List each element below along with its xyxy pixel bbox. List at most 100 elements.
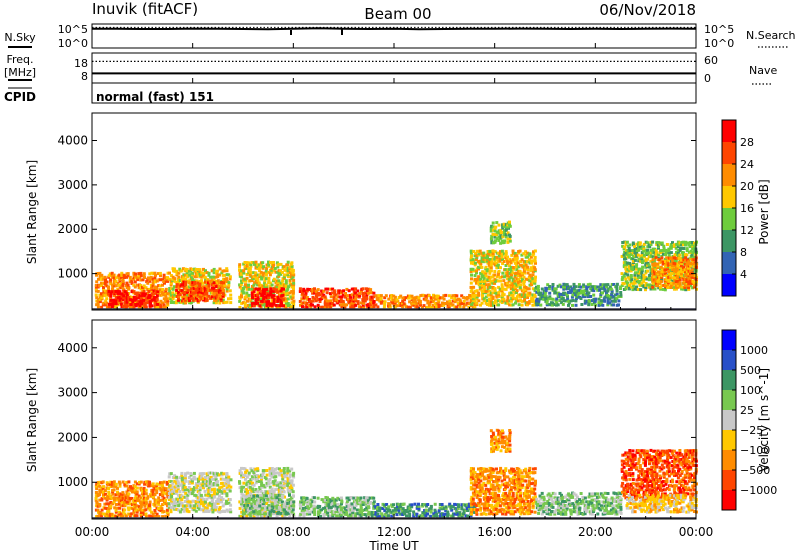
velocity-cell: [222, 484, 226, 488]
power-cell: [612, 283, 616, 286]
velocity-cell: [249, 498, 253, 502]
power-cell: [470, 254, 473, 258]
velocity-cell: [190, 492, 194, 496]
power-cell: [103, 289, 107, 293]
power-cell: [507, 267, 511, 271]
power-colorbar-tick-label: 8: [740, 246, 747, 259]
power-cell: [491, 249, 495, 253]
power-cell: [220, 295, 223, 299]
power-cell: [526, 271, 530, 275]
power-cell: [501, 231, 505, 234]
power-cell: [599, 283, 603, 287]
power-cell: [503, 231, 506, 235]
power-cell: [125, 281, 129, 285]
velocity-cell: [256, 512, 260, 516]
velocity-cell: [260, 485, 264, 489]
power-cell: [500, 285, 504, 289]
velocity-cell: [195, 487, 199, 491]
velocity-cell: [127, 492, 131, 496]
power-cell: [275, 279, 279, 283]
power-cell: [401, 301, 404, 305]
power-cell: [494, 239, 497, 243]
power-cell: [692, 249, 696, 253]
power-cell: [661, 260, 665, 264]
power-cell: [648, 265, 651, 269]
velocity-cell: [242, 473, 246, 477]
power-cell: [450, 296, 454, 299]
power-cell: [286, 275, 290, 279]
velocity-cell: [214, 483, 218, 487]
power-cell: [520, 264, 524, 267]
power-cell: [397, 301, 401, 305]
power-cell: [185, 271, 189, 275]
velocity-cell: [279, 471, 283, 475]
power-cell: [640, 275, 644, 279]
velocity-cell: [227, 478, 231, 482]
power-cell: [501, 291, 505, 295]
power-cell: [196, 295, 200, 298]
velocity-cell: [198, 504, 202, 508]
power-cell: [513, 275, 517, 279]
power-cell: [495, 266, 499, 270]
noise-right-tick-top: 10^5: [704, 23, 734, 36]
power-cell: [685, 274, 689, 278]
power-cell: [458, 303, 462, 307]
velocity-cell: [316, 510, 320, 514]
velocity-cell: [153, 487, 157, 491]
power-cell: [693, 285, 696, 289]
power-cell: [362, 302, 366, 306]
power-cell: [521, 277, 525, 281]
power-cell: [442, 303, 446, 307]
velocity-cell: [211, 488, 214, 492]
velocity-cell: [178, 500, 182, 504]
power-cell: [348, 294, 352, 297]
power-cell: [305, 289, 309, 293]
power-cell: [291, 268, 295, 272]
velocity-cell: [190, 479, 194, 483]
power-cell: [690, 273, 694, 277]
power-cell: [593, 299, 597, 303]
velocity-cell: [107, 490, 111, 494]
power-cell: [528, 283, 532, 287]
power-cell: [290, 301, 294, 305]
velocity-cell: [116, 498, 120, 502]
power-cell: [365, 295, 368, 299]
power-cell: [590, 285, 594, 289]
power-cell: [471, 267, 475, 271]
power-cell: [238, 263, 242, 267]
power-cell: [270, 270, 274, 274]
power-cell: [660, 241, 664, 245]
power-cell: [257, 287, 261, 291]
power-cell: [127, 291, 131, 295]
power-cell: [100, 273, 104, 277]
power-cell: [173, 285, 176, 289]
power-cell: [105, 293, 109, 297]
power-cell: [374, 294, 378, 298]
power-cell: [253, 287, 257, 291]
power-cell: [318, 293, 322, 297]
power-cell: [154, 291, 157, 295]
velocity-cell: [256, 468, 260, 472]
power-cell: [649, 254, 653, 258]
velocity-cell: [274, 467, 277, 471]
power-cell: [408, 294, 412, 298]
power-cell: [470, 288, 474, 291]
power-cell: [533, 259, 537, 263]
power-cell: [489, 297, 493, 301]
power-cell: [127, 286, 131, 290]
velocity-cell: [211, 471, 214, 475]
beam-title: Beam 00: [364, 5, 431, 23]
velocity-cell: [165, 492, 169, 496]
power-cell: [497, 239, 501, 242]
velocity-cell: [286, 477, 290, 481]
power-cell: [678, 285, 682, 289]
velocity-cell: [98, 480, 102, 484]
power-cell: [571, 303, 574, 307]
power-cell: [653, 265, 657, 269]
power-cell: [522, 262, 526, 266]
velocity-cell: [248, 506, 252, 510]
velocity-cell: [155, 484, 159, 488]
velocity-cell: [117, 492, 121, 496]
velocity-cell: [175, 489, 179, 493]
velocity-cell: [194, 484, 198, 488]
